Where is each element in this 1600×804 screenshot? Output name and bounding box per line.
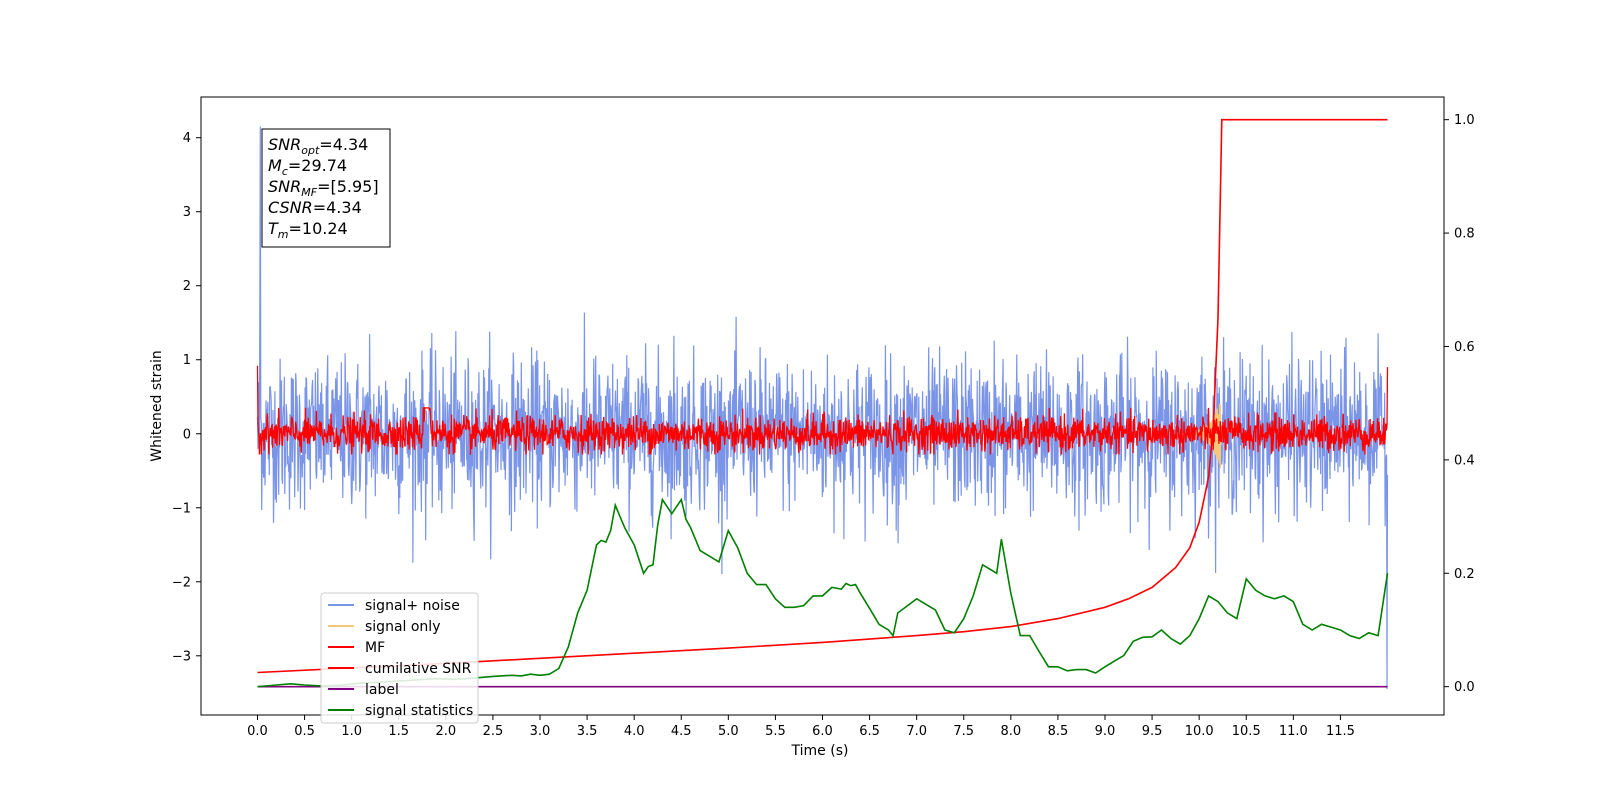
strain-traces-layer bbox=[256, 126, 1389, 690]
stats-line: CSNR=4.34 bbox=[268, 198, 362, 217]
legend-frame bbox=[320, 592, 479, 724]
series-signal-noise bbox=[256, 126, 1389, 690]
x-tick-label: 10.5 bbox=[1232, 724, 1261, 739]
x-tick-label: 6.0 bbox=[812, 724, 833, 739]
x-tick-label: 5.5 bbox=[765, 724, 786, 739]
stats-line: SNRMF=[5.95] bbox=[268, 177, 379, 199]
stats-line: SNRopt=4.34 bbox=[268, 135, 368, 157]
series-signal-statistics bbox=[257, 497, 1389, 688]
right-y-tick-label: 0.4 bbox=[1454, 453, 1475, 468]
x-tick-label: 9.0 bbox=[1095, 724, 1116, 739]
x-tick-label: 7.0 bbox=[906, 724, 927, 739]
y-tick-label: −1 bbox=[172, 501, 191, 516]
right-y-tick-label: 0.8 bbox=[1454, 227, 1475, 242]
y-axis-ticks: −3 −2 −1 0 1 2 3 4 bbox=[172, 131, 201, 664]
x-tick-label: 10.0 bbox=[1185, 724, 1214, 739]
legend-label: signal+ noise bbox=[365, 598, 460, 614]
x-tick-label: 11.0 bbox=[1279, 724, 1308, 739]
x-axis-label: Time (s) bbox=[791, 743, 849, 759]
legend-label: MF bbox=[365, 640, 385, 656]
right-y-axis-ticks: 0.0 0.2 0.4 0.6 0.8 1.0 bbox=[1444, 113, 1475, 695]
x-tick-label: 1.5 bbox=[388, 724, 409, 739]
x-tick-label: 5.0 bbox=[718, 724, 739, 739]
x-tick-label: 8.5 bbox=[1048, 724, 1069, 739]
legend-label: signal only bbox=[365, 619, 440, 635]
x-tick-label: 3.0 bbox=[530, 724, 551, 739]
y-tick-label: 3 bbox=[183, 205, 191, 220]
x-tick-label: 1.0 bbox=[341, 724, 362, 739]
x-tick-label: 2.5 bbox=[483, 724, 504, 739]
legend-label: label bbox=[365, 682, 399, 698]
y-tick-label: −2 bbox=[172, 575, 191, 590]
x-tick-label: 2.0 bbox=[435, 724, 456, 739]
x-tick-label: 7.5 bbox=[953, 724, 974, 739]
legend-label: cumilative SNR bbox=[365, 661, 472, 677]
y-tick-label: 2 bbox=[183, 279, 191, 294]
x-tick-label: 4.5 bbox=[671, 724, 692, 739]
right-y-tick-label: 0.6 bbox=[1454, 340, 1475, 355]
x-tick-label: 11.5 bbox=[1326, 724, 1355, 739]
stats-line: Tm=10.24 bbox=[268, 219, 348, 241]
series-mf bbox=[256, 365, 1389, 455]
y-axis-label: Whitened strain bbox=[149, 350, 165, 461]
y-tick-label: 0 bbox=[183, 427, 191, 442]
legend: signal+ noise signal only MF cumilative SNR… bbox=[320, 592, 479, 724]
x-tick-label: 4.0 bbox=[624, 724, 645, 739]
legend-label: signal statistics bbox=[365, 703, 473, 719]
y-tick-label: 4 bbox=[183, 131, 191, 146]
x-tick-label: 0.0 bbox=[247, 724, 268, 739]
stats-line: Mc=29.74 bbox=[268, 156, 347, 178]
stats-box: SNRopt=4.34Mc=29.74SNRMF=[5.95]CSNR=4.34… bbox=[261, 128, 391, 248]
y-tick-label: −3 bbox=[172, 649, 191, 664]
right-y-tick-label: 1.0 bbox=[1454, 113, 1475, 128]
x-tick-label: 9.5 bbox=[1142, 724, 1163, 739]
x-axis-ticks: 0.0 0.5 1.0 1.5 2.0 2.5 3.0 3.5 4.0 4.5 5.0 5.5 6.0 6… bbox=[247, 715, 1355, 739]
right-y-tick-label: 0.0 bbox=[1454, 680, 1475, 695]
x-tick-label: 6.5 bbox=[859, 724, 880, 739]
stats-box-frame bbox=[261, 128, 391, 248]
x-tick-label: 8.0 bbox=[1000, 724, 1021, 739]
right-y-tick-label: 0.2 bbox=[1454, 567, 1475, 582]
y-tick-label: 1 bbox=[183, 353, 191, 368]
series-cumulative-snr bbox=[257, 118, 1388, 674]
x-tick-label: 0.5 bbox=[294, 724, 315, 739]
x-tick-label: 3.5 bbox=[577, 724, 598, 739]
